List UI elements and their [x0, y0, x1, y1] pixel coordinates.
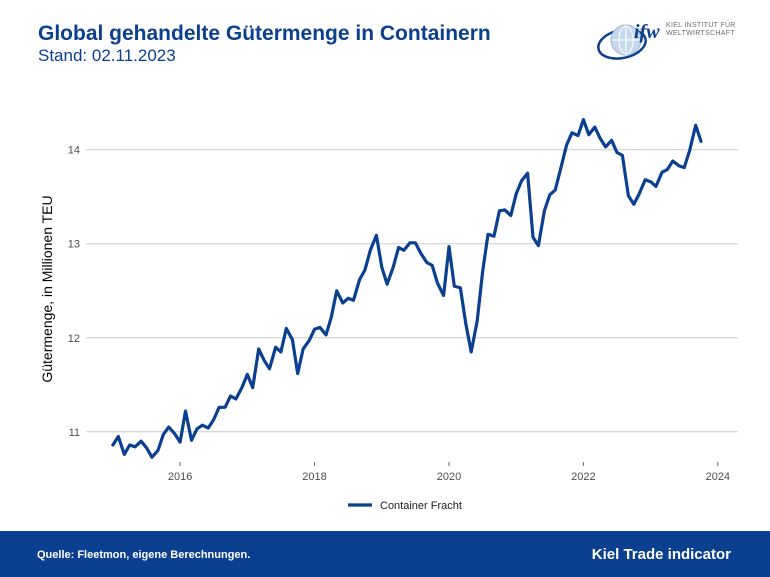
x-tick-label: 2020: [437, 471, 461, 483]
series-line-container-fracht: [111, 118, 703, 459]
legend: Container Fracht: [348, 500, 462, 512]
y-axis-label: Gütermenge, in Millionen TEU: [39, 195, 55, 382]
chart-date: Stand: 02.11.2023: [38, 46, 176, 65]
y-tick-label: 12: [68, 333, 80, 345]
y-axis-ticks: 11 12 13 14: [68, 145, 80, 439]
footer-bar: Quelle: Fleetmon, eigene Berechnungen. K…: [0, 531, 770, 577]
y-tick-label: 14: [68, 145, 80, 157]
x-tick-label: 2024: [706, 471, 730, 483]
y-tick-label: 13: [68, 239, 80, 251]
source-note: Quelle: Fleetmon, eigene Berechnungen.: [37, 549, 251, 561]
container-volume-chart: 11 12 13 14 2016 2018 2020 2022 2024 Gütermenge…: [39, 118, 738, 512]
logo-institute-name: KIEL INSTITUT FÜR WELTWIRTSCHAFT: [666, 22, 736, 38]
legend-label: Container Fracht: [380, 500, 462, 512]
x-tick-label: 2022: [571, 471, 595, 483]
brand-label: Kiel Trade indicator: [591, 546, 731, 563]
logo-line-2: WELTWIRTSCHAFT: [666, 30, 735, 37]
x-tick-label: 2018: [302, 471, 326, 483]
ifw-logo: ifw: [596, 18, 746, 68]
globe-logo-icon: ifw: [597, 21, 660, 60]
logo-line-1: KIEL INSTITUT FÜR: [666, 22, 736, 29]
chart-title: Global gehandelte Gütermenge in Containe…: [38, 22, 491, 45]
x-axis-ticks: 2016 2018 2020 2022 2024: [168, 462, 730, 483]
logo-mark: ifw: [634, 21, 660, 43]
y-tick-label: 11: [69, 427, 80, 439]
x-tick-label: 2016: [168, 471, 192, 483]
